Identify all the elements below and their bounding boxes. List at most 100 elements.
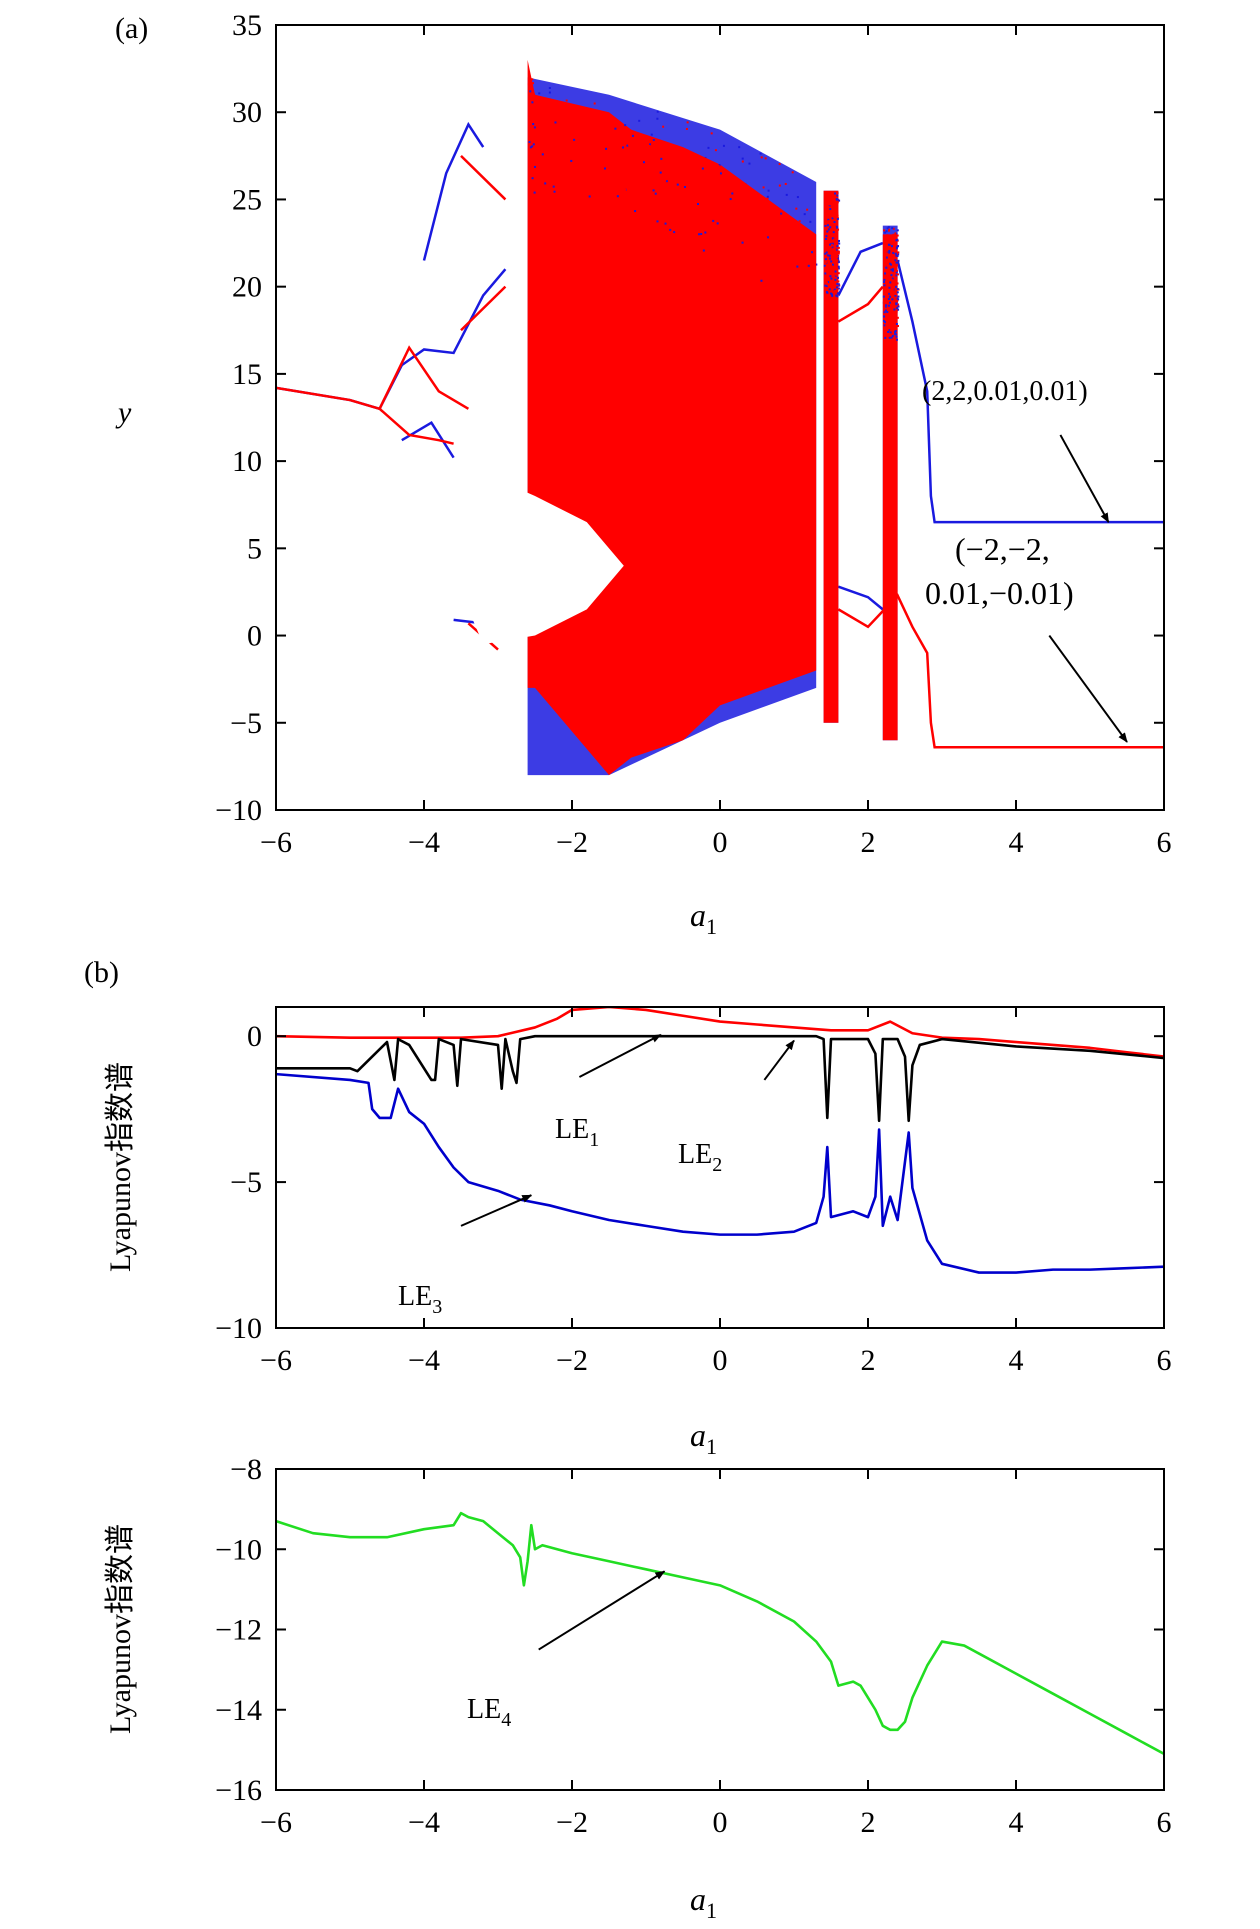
chaos-point [837,265,840,268]
chaos-point [832,263,835,266]
panel-label-b: (b) [84,956,119,989]
chaos-point [683,186,686,189]
chaos-point [652,138,655,141]
chaos-point [828,254,831,257]
chaos-point [885,266,888,269]
y-tick-label: −8 [230,1453,262,1486]
label-le2: LE2 [678,1139,722,1176]
y-tick-label: −10 [215,1533,262,1566]
chaos-point [533,121,536,124]
chaos-point [834,293,837,296]
chaos-point [883,324,886,327]
chaos-point [538,92,541,95]
axes-frame-c [275,1468,1165,1791]
ticks-b: −6 −4 −2 0 2 4 6 −10 −5 0 [215,1007,1172,1377]
chaos-point [834,262,837,265]
chaos-point [887,330,890,333]
chaos-point [888,228,891,231]
chaos-point [533,165,536,168]
chaos-point [834,270,837,273]
chaos-point [664,179,667,182]
chaotic-band [527,59,817,776]
x-axis-label-a: a1 [690,897,717,939]
chaos-point [701,167,704,170]
chaos-point [884,305,887,308]
chaos-point [766,197,769,200]
chaos-point [891,247,894,250]
chaos-point [623,206,626,209]
chaos-point [833,230,836,233]
chaos-point [897,303,900,306]
y-tick-label: 5 [247,532,262,565]
chaos-point [751,211,754,214]
chaos-point [831,294,834,297]
chaos-point [834,282,837,285]
periodic-branch [460,285,507,332]
label-le4: LE4 [467,1694,511,1731]
y-tick-label: 35 [232,9,262,42]
chaos-point [891,329,894,332]
chaos-point [693,250,696,253]
chaos-point [883,280,886,283]
periodic-branch [837,593,1164,749]
chaos-point [700,233,703,236]
chaos-point [685,127,688,130]
y-axis-label-a: y [115,396,132,429]
chaos-point [531,101,534,104]
chaos-point [894,288,897,291]
chaos-point [838,199,841,202]
chaos-point [791,171,794,174]
chaos-point [719,172,722,175]
chaos-point [897,295,900,298]
chaos-point [829,240,832,243]
chaos-point [544,182,547,185]
chaos-point [828,288,831,291]
y-tick-label: 25 [232,183,262,216]
chaos-point [633,132,636,135]
series-red [276,59,1164,776]
annotation-arrow [763,1039,795,1081]
chaos-point [714,149,717,152]
chaos-point [798,220,801,223]
chaos-point [631,222,634,225]
chaos-point [764,157,767,160]
chaos-point [778,184,781,187]
chaos-point [827,236,830,239]
chaos-point [617,125,620,128]
chaos-point [892,252,895,255]
chaos-point [533,191,536,194]
chaos-point [807,264,810,267]
chaos-point [628,143,631,146]
chaos-point [896,287,899,290]
chaos-point [712,219,715,222]
chaos-point [897,305,900,308]
chaos-point [665,180,668,183]
chaos-point [887,304,890,307]
chaos-point [528,141,531,144]
chaos-point [825,281,828,284]
chaos-point [834,249,837,252]
x-tick-label: −2 [556,1344,588,1377]
chaos-point [893,308,896,311]
chaos-point [884,236,887,239]
chaos-point [886,227,889,230]
chaos-point [532,105,535,108]
chaos-point [895,264,898,267]
chaos-point [760,156,763,159]
chaos-point [600,206,603,209]
chaos-point [888,295,891,298]
chaos-point [531,112,534,115]
x-tick-label: 0 [713,826,728,859]
x-tick-label: −4 [408,1344,440,1377]
chaotic-band [823,190,839,723]
chaos-point [883,317,886,320]
chaos-point [883,306,886,309]
chaos-point [896,291,899,294]
y-tick-label: −12 [215,1614,262,1647]
chaos-point [833,212,836,215]
y-tick-label: 15 [232,358,262,391]
y-axis-label-b: Lyapunov指数谱 [104,1062,137,1272]
chaos-point [828,252,831,255]
chaos-point [827,202,830,205]
chaos-point [888,336,891,339]
